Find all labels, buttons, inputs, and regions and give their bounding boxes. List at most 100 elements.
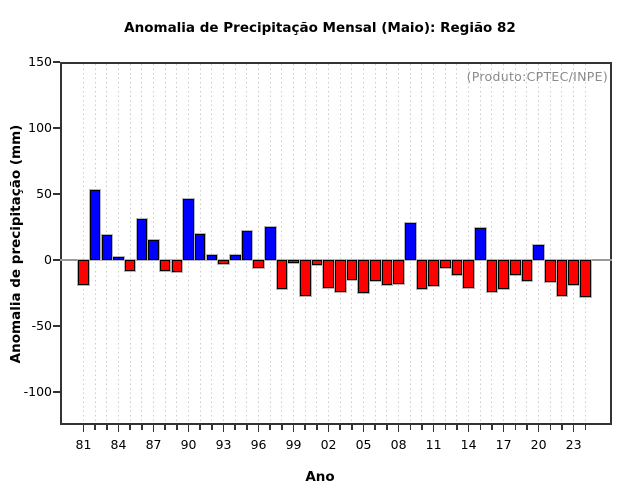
x-tick-2019: [526, 425, 528, 430]
gridline-2017: [503, 64, 505, 423]
y-tick--50: [53, 325, 60, 327]
y-tick-label-100: 100: [28, 120, 52, 135]
gridline-2013: [456, 64, 458, 423]
bar-1993: [218, 260, 229, 264]
x-tick-2014: [467, 425, 470, 432]
x-tick-2022: [561, 425, 563, 430]
bar-1983: [101, 234, 113, 260]
gridline-2008: [398, 64, 400, 423]
bar-2003: [334, 260, 346, 292]
x-tick-label-02: 02: [320, 437, 337, 452]
x-tick-1991: [199, 425, 201, 430]
gridline-2022: [561, 64, 563, 423]
gridline-1992: [211, 64, 213, 423]
x-tick-1982: [94, 425, 96, 430]
x-tick-2008: [397, 425, 400, 432]
bar-2014: [463, 260, 474, 288]
gridline-2024: [584, 64, 586, 423]
bar-2017: [498, 260, 509, 290]
bar-2018: [509, 260, 521, 275]
bar-1997: [264, 227, 276, 260]
x-tick-1983: [106, 425, 108, 430]
gridline-1984: [118, 64, 119, 423]
x-tick-2024: [584, 425, 587, 430]
gridline-2023: [573, 64, 575, 423]
x-tick-label-17: 17: [495, 437, 512, 452]
gridline-1989: [176, 64, 178, 423]
bar-2010: [416, 260, 428, 290]
bar-1992: [206, 254, 218, 260]
gridline-2004: [351, 64, 353, 423]
x-tick-label-81: 81: [75, 437, 92, 452]
gridline-1985: [129, 64, 131, 423]
gridline-1994: [234, 64, 236, 423]
gridline-2005: [363, 64, 365, 423]
y-axis-title: Anomalia de precipitação (mm): [8, 124, 24, 364]
x-tick-1985: [129, 425, 131, 430]
x-tick-1986: [141, 425, 143, 430]
gridline-2000: [304, 64, 306, 423]
gridline-2019: [526, 64, 528, 423]
x-tick-1981: [82, 425, 85, 432]
bar-2024: [580, 260, 591, 297]
bar-2013: [451, 260, 463, 275]
bar-1986: [136, 219, 148, 260]
bar-2000: [299, 260, 311, 296]
x-tick-label-87: 87: [145, 437, 162, 452]
y-tick-50: [53, 193, 60, 195]
x-tick-label-96: 96: [250, 437, 267, 452]
bar-2022: [556, 260, 568, 296]
x-tick-2007: [386, 425, 388, 430]
bar-1990: [183, 199, 194, 260]
bar-2021: [544, 260, 556, 283]
bar-2006: [369, 260, 381, 282]
x-tick-label-23: 23: [565, 437, 582, 452]
gridline-1988: [164, 64, 166, 423]
x-tick-2010: [421, 425, 423, 430]
gridline-1999: [293, 64, 295, 423]
x-tick-label-05: 05: [355, 437, 372, 452]
gridline-2002: [328, 64, 330, 423]
x-tick-1995: [246, 425, 248, 430]
bar-1994: [229, 254, 241, 260]
bar-2012: [439, 260, 451, 268]
x-tick-label-90: 90: [180, 437, 197, 452]
bar-2008: [393, 260, 404, 284]
x-tick-1993: [222, 425, 225, 432]
x-tick-1990: [187, 425, 190, 432]
gridline-1981: [83, 64, 84, 423]
x-tick-2021: [549, 425, 552, 430]
gridline-2011: [433, 64, 435, 423]
bar-1985: [124, 260, 136, 271]
x-tick-2004: [351, 425, 353, 430]
x-tick-1989: [176, 425, 178, 430]
gridline-2014: [468, 64, 470, 423]
y-tick-100: [53, 127, 60, 129]
gridline-2001: [316, 64, 318, 423]
x-tick-label-84: 84: [110, 437, 127, 452]
y-tick-label-50: 50: [36, 186, 52, 201]
gridline-2006: [374, 64, 376, 423]
y-tick-0: [53, 259, 60, 261]
x-tick-label-14: 14: [460, 437, 477, 452]
x-tick-1998: [281, 425, 283, 430]
gridline-2012: [444, 64, 446, 423]
y-tick-label--100: -100: [23, 384, 52, 399]
gridline-2021: [549, 64, 551, 423]
x-tick-2017: [502, 425, 505, 432]
x-axis-title: Ano: [305, 469, 335, 485]
gridline-2010: [421, 64, 423, 423]
x-tick-2005: [362, 425, 365, 432]
x-tick-2016: [491, 425, 493, 430]
gridline-2003: [339, 64, 341, 423]
x-tick-2018: [514, 425, 517, 430]
bar-2005: [358, 260, 369, 293]
x-tick-2023: [572, 425, 575, 432]
bar-1982: [89, 190, 101, 260]
x-tick-2002: [327, 425, 330, 432]
bar-2016: [486, 260, 498, 292]
x-tick-2003: [339, 425, 341, 430]
x-tick-2013: [456, 425, 458, 430]
bar-2001: [311, 260, 323, 266]
bar-1991: [194, 233, 206, 260]
